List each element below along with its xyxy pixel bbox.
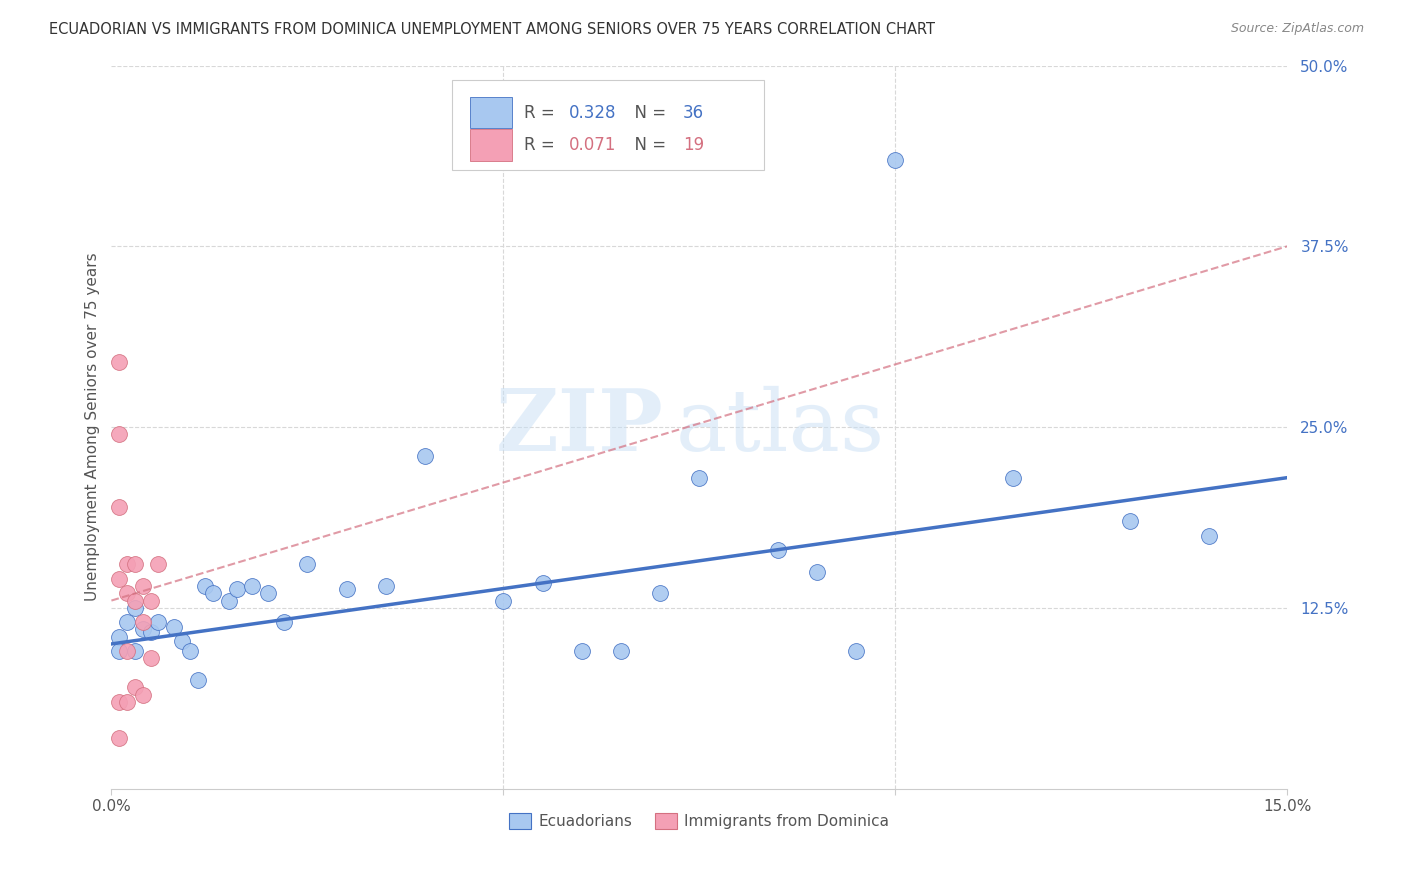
Point: [648, 586, 671, 600]
Point: [163, 619, 186, 633]
Point: [108, 427, 131, 442]
Point: [115, 615, 138, 630]
Point: [124, 681, 146, 695]
Point: [132, 615, 155, 630]
Text: R =: R =: [524, 136, 560, 154]
Point: [170, 634, 193, 648]
Point: [108, 644, 131, 658]
Point: [884, 153, 907, 167]
Text: ECUADORIAN VS IMMIGRANTS FROM DOMINICA UNEMPLOYMENT AMONG SENIORS OVER 75 YEARS : ECUADORIAN VS IMMIGRANTS FROM DOMINICA U…: [49, 22, 935, 37]
Point: [108, 731, 131, 745]
Point: [179, 644, 201, 658]
Text: R =: R =: [524, 103, 560, 121]
Point: [1198, 528, 1220, 542]
Point: [108, 500, 131, 514]
Point: [335, 582, 357, 596]
Point: [225, 582, 247, 596]
Point: [374, 579, 396, 593]
Point: [202, 586, 225, 600]
Point: [124, 600, 146, 615]
Text: ZIP: ZIP: [496, 385, 664, 469]
Text: 19: 19: [683, 136, 704, 154]
FancyBboxPatch shape: [470, 96, 512, 128]
Point: [115, 644, 138, 658]
FancyBboxPatch shape: [470, 129, 512, 161]
Point: [132, 623, 155, 637]
Point: [132, 688, 155, 702]
Point: [766, 543, 789, 558]
Point: [242, 579, 264, 593]
Point: [124, 593, 146, 607]
Text: N =: N =: [624, 136, 672, 154]
Point: [139, 625, 162, 640]
Point: [531, 576, 554, 591]
Point: [115, 695, 138, 709]
Text: 36: 36: [683, 103, 704, 121]
Point: [218, 593, 240, 607]
Point: [132, 579, 155, 593]
Text: N =: N =: [624, 103, 672, 121]
Point: [148, 615, 170, 630]
Point: [806, 565, 828, 579]
Point: [108, 572, 131, 586]
Text: Source: ZipAtlas.com: Source: ZipAtlas.com: [1230, 22, 1364, 36]
Point: [139, 593, 162, 607]
Point: [115, 586, 138, 600]
Point: [688, 471, 710, 485]
Text: 0.328: 0.328: [569, 103, 616, 121]
Point: [115, 558, 138, 572]
Point: [610, 644, 633, 658]
Point: [148, 558, 170, 572]
Text: atlas: atlas: [676, 385, 884, 468]
Point: [108, 695, 131, 709]
Point: [124, 644, 146, 658]
Point: [139, 651, 162, 665]
Point: [194, 579, 217, 593]
FancyBboxPatch shape: [453, 80, 763, 170]
Point: [297, 558, 319, 572]
Point: [413, 449, 436, 463]
Point: [108, 630, 131, 644]
Y-axis label: Unemployment Among Seniors over 75 years: Unemployment Among Seniors over 75 years: [86, 252, 100, 601]
Point: [492, 593, 515, 607]
Point: [108, 355, 131, 369]
Legend: Ecuadorians, Immigrants from Dominica: Ecuadorians, Immigrants from Dominica: [503, 807, 896, 835]
Point: [571, 644, 593, 658]
Point: [845, 644, 868, 658]
Point: [273, 615, 295, 630]
Text: 0.071: 0.071: [569, 136, 616, 154]
Point: [187, 673, 209, 687]
Point: [1119, 514, 1142, 528]
Point: [1001, 471, 1024, 485]
Point: [257, 586, 280, 600]
Point: [124, 558, 146, 572]
